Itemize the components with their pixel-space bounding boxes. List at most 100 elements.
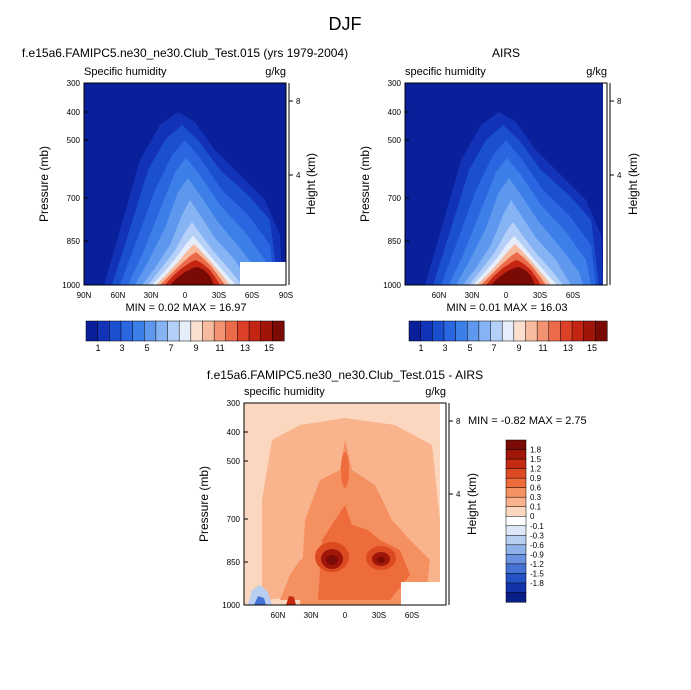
panel-airs-colorbar-swatch: [513, 320, 527, 342]
panel-airs-colorbar-swatch: [443, 320, 457, 342]
panel-airs-ytick: 400: [388, 108, 402, 117]
panel-diff-ytick: 500: [227, 457, 241, 466]
panel-model-cbar-label: 7: [168, 343, 173, 353]
panel-diff-colorbar-swatch: [505, 592, 527, 603]
panel-model-colorbar-swatch: [85, 320, 99, 342]
panel-diff-ytick: 400: [227, 428, 241, 437]
panel-airs-y2tick: 8: [617, 97, 622, 106]
panel-diff-colorbar-swatch: [505, 449, 527, 460]
panel-airs-colorbar-swatch: [525, 320, 538, 342]
panel-diff-cbar-label: -1.8: [530, 579, 544, 588]
panel-diff-colorbar-swatch: [505, 535, 527, 546]
panel-model-xtick: 60N: [111, 291, 126, 300]
panel-airs-yaxis: 300 400 500 700 850 1000: [383, 79, 409, 290]
panel-airs-xtick: 30N: [465, 291, 480, 300]
panel-diff-xtick: 0: [343, 611, 348, 620]
panel-airs-ytick: 850: [388, 237, 402, 246]
panel-model-xtick: 30S: [212, 291, 226, 300]
panel-airs-colorbar-labels: 1 3 5 7 9 11 13 15: [418, 343, 597, 353]
panel-airs-y2axis: 8 4: [609, 83, 622, 285]
panel-diff-stats: MIN = -0.82 MAX = 2.75: [468, 415, 587, 427]
panel-model-ytick: 400: [67, 108, 81, 117]
panel-model-frame: [83, 82, 287, 286]
panel-airs-stats: MIN = 0.01 MAX = 16.03: [446, 302, 567, 314]
panel-model: f.e15a6.FAMIPC5.ne30_ne30.Club_Test.015 …: [22, 46, 348, 353]
panel-diff-colorbar-swatch: [505, 582, 527, 594]
panel-model-ytick: 500: [67, 136, 81, 145]
panel-diff-colorbar-swatch: [505, 554, 527, 565]
panel-diff-xtick: 60N: [271, 611, 286, 620]
panel-airs-ytick: 700: [388, 194, 402, 203]
panel-model-cbar-label: 5: [144, 343, 149, 353]
panel-model-ylabel: Pressure (mb): [37, 146, 51, 222]
panel-model-colorbar-swatch: [178, 320, 192, 342]
panel-airs-cbar-label: 13: [563, 343, 573, 353]
panel-model-colorbar-swatch: [167, 320, 180, 342]
panel-model-colorbar-swatch: [225, 320, 238, 342]
panel-diff-cbar-label: -1.5: [530, 569, 544, 578]
panel-model-title: f.e15a6.FAMIPC5.ne30_ne30.Club_Test.015 …: [22, 46, 348, 60]
panel-diff-cbar-label: -0.3: [530, 531, 544, 540]
panel-diff-colorbar-swatch: [505, 544, 527, 555]
panel-airs-cbar-label: 15: [587, 343, 597, 353]
panel-model-right-subtitle: g/kg: [265, 66, 286, 78]
panel-diff-cbar-label: -1.2: [530, 560, 544, 569]
panel-airs-xtick: 30S: [533, 291, 547, 300]
panel-model-ytick: 700: [67, 194, 81, 203]
panel-airs-cbar-label: 1: [418, 343, 423, 353]
panel-airs-colorbar-swatch: [501, 320, 515, 342]
panel-airs-ytick: 1000: [383, 281, 401, 290]
panel-diff-cbar-label: -0.1: [530, 522, 544, 531]
panel-model-colorbar-labels: 1 3 5 7 9 11 13 15: [95, 343, 274, 353]
panel-airs-cbar-label: 7: [491, 343, 496, 353]
panel-airs-left-subtitle: specific humidity: [405, 66, 486, 78]
panel-model-yaxis: 300 400 500 700 850 1000: [62, 79, 88, 290]
panel-diff-colorbar-swatch: [505, 468, 527, 479]
panel-diff-xtick: 60S: [405, 611, 419, 620]
figure-title: DJF: [329, 14, 362, 34]
panel-diff-xtick: 30S: [372, 611, 386, 620]
panel-diff-field: [248, 403, 446, 605]
panel-airs-colorbar-swatch: [408, 320, 422, 342]
panel-model-cbar-label: 9: [193, 343, 198, 353]
panel-diff-cbar-label: 1.2: [530, 465, 542, 474]
panel-model-xaxis: 90N 60N 30N 0 30S 60S 90S: [77, 291, 293, 300]
panel-airs-ylabel: Pressure (mb): [358, 146, 372, 222]
panel-model-y2axis: 8 4: [288, 83, 301, 285]
panel-diff: f.e15a6.FAMIPC5.ne30_ne30.Club_Test.015 …: [197, 368, 587, 620]
panel-airs-colorbar-swatch: [478, 320, 492, 342]
panel-diff-colorbar-swatch: [505, 477, 527, 489]
panel-airs-right-subtitle: g/kg: [586, 66, 607, 78]
panel-diff-right-subtitle: g/kg: [425, 386, 446, 398]
panel-diff-colorbar-swatch: [505, 506, 527, 517]
panel-airs-cbar-label: 11: [538, 343, 547, 353]
panel-model-left-subtitle: Specific humidity: [84, 66, 167, 78]
panel-diff-left-subtitle: specific humidity: [244, 386, 325, 398]
panel-airs-cbar-label: 3: [442, 343, 447, 353]
panel-diff-cbar-label: 0: [530, 512, 535, 521]
panel-model-ytick: 1000: [62, 281, 80, 290]
panel-airs-colorbar: [408, 320, 608, 342]
panel-diff-frame: [243, 402, 447, 606]
panel-diff-ytick: 700: [227, 515, 241, 524]
panel-model-colorbar-swatch: [155, 320, 169, 342]
panel-diff-cbar-label: 1.8: [530, 446, 542, 455]
panel-model-cbar-label: 1: [95, 343, 100, 353]
panel-model-cbar-label: 13: [240, 343, 250, 353]
panel-diff-ytick: 850: [227, 558, 241, 567]
panel-airs-y2tick: 4: [617, 171, 622, 180]
panel-airs-field: [425, 83, 607, 285]
panel-model-ytick: 850: [67, 237, 81, 246]
panel-diff-ytick: 300: [227, 399, 241, 408]
panel-diff-colorbar-swatch: [505, 487, 527, 498]
panel-airs-ytick: 300: [388, 79, 402, 88]
panel-diff-colorbar: [505, 439, 527, 603]
panel-model-xtick: 60S: [245, 291, 259, 300]
panel-model-stats: MIN = 0.02 MAX = 16.97: [125, 302, 246, 314]
panel-diff-cbar-label: -0.6: [530, 541, 544, 550]
panel-diff-cbar-label: 0.9: [530, 474, 542, 483]
panel-model-xtick: 90S: [279, 291, 293, 300]
panel-diff-y2axis: 8 4: [448, 403, 461, 605]
panel-airs-xtick: 60S: [566, 291, 580, 300]
panel-model-y2label: Height (km): [304, 153, 318, 215]
